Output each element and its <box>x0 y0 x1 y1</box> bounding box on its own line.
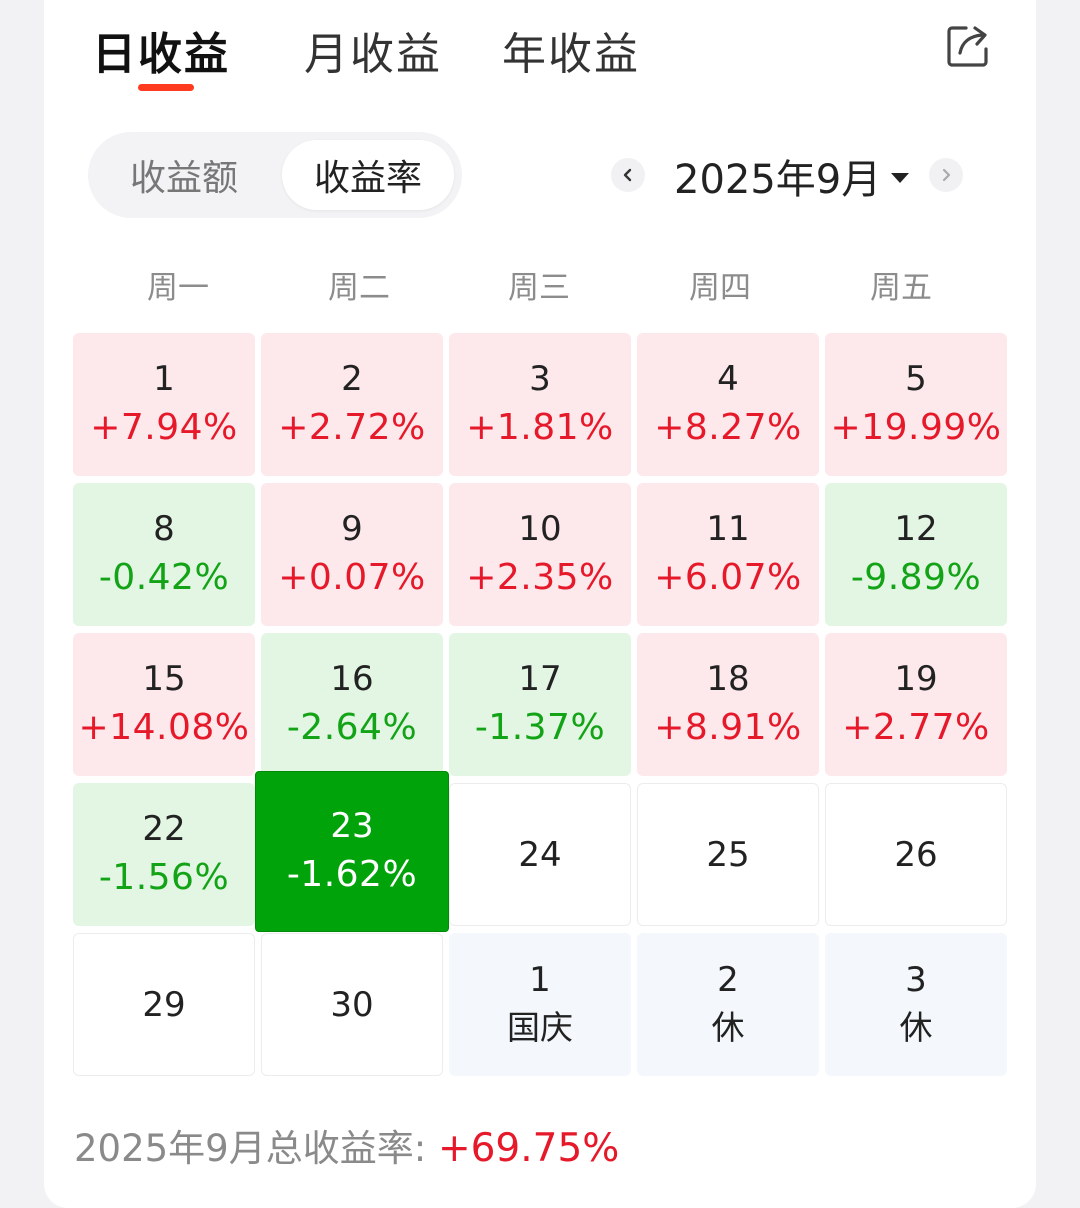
calendar-day[interactable]: 11 +6.07% <box>637 483 819 626</box>
day-number: 15 <box>142 658 186 699</box>
calendar-day[interactable]: 16 -2.64% <box>261 633 443 776</box>
calendar-day[interactable]: 25 <box>637 783 819 926</box>
daily-return: +6.07% <box>654 556 802 598</box>
calendar-day[interactable]: 24 <box>449 783 631 926</box>
caret-down-icon <box>891 173 910 183</box>
day-number: 1 <box>153 358 175 399</box>
daily-return: +1.81% <box>466 406 614 448</box>
day-number: 12 <box>894 508 938 549</box>
holiday-label: 国庆 <box>507 1007 573 1047</box>
calendar-day[interactable]: 8 -0.42% <box>73 483 255 626</box>
calendar-day[interactable]: 19 +2.77% <box>825 633 1007 776</box>
toggle-rate[interactable]: 收益率 <box>282 140 454 210</box>
calendar-day[interactable]: 4 +8.27% <box>637 333 819 476</box>
daily-return: -9.89% <box>850 556 982 598</box>
calendar-day[interactable]: 29 <box>73 933 255 1076</box>
calendar-day-selected[interactable]: 23 -1.62% <box>255 771 449 932</box>
weekday-mon: 周一 <box>147 270 209 306</box>
calendar-grid: 1 +7.94% 2 +2.72% 3 +1.81% 4 +8.27% 5 +19.99% 8 -0.… <box>73 333 1007 1076</box>
calendar-day[interactable]: 15 +14.08% <box>73 633 255 776</box>
day-number: 23 <box>330 805 374 846</box>
weekday-fri: 周五 <box>870 270 932 306</box>
day-number: 4 <box>717 358 739 399</box>
chevron-left-icon <box>623 168 632 182</box>
daily-return: +2.77% <box>842 706 990 748</box>
day-number: 22 <box>142 808 186 849</box>
tab-monthly-earnings[interactable]: 月收益 <box>304 29 442 80</box>
calendar-day[interactable]: 12 -9.89% <box>825 483 1007 626</box>
share-icon[interactable] <box>944 22 992 70</box>
day-number: 2 <box>717 959 739 1000</box>
calendar-day[interactable]: 5 +19.99% <box>825 333 1007 476</box>
daily-return: +8.91% <box>654 706 802 748</box>
day-number: 3 <box>529 358 551 399</box>
daily-return: -1.62% <box>286 853 418 895</box>
daily-return: +0.07% <box>278 556 426 598</box>
chevron-right-icon <box>942 168 951 182</box>
day-number: 17 <box>518 658 562 699</box>
holiday-label: 休 <box>899 1007 933 1047</box>
calendar-day[interactable]: 1 +7.94% <box>73 333 255 476</box>
day-number: 10 <box>518 508 562 549</box>
weekday-thu: 周四 <box>689 270 751 306</box>
summary-label: 2025年9月总收益率: <box>74 1127 438 1170</box>
monthly-total-summary: 2025年9月总收益率: +69.75% <box>74 1118 619 1172</box>
day-number: 19 <box>894 658 938 699</box>
daily-return: +7.94% <box>90 406 238 448</box>
day-number: 29 <box>142 984 186 1025</box>
day-number: 24 <box>518 834 562 875</box>
day-number: 3 <box>905 959 927 1000</box>
day-number: 25 <box>706 834 750 875</box>
day-number: 30 <box>330 984 374 1025</box>
day-number: 2 <box>341 358 363 399</box>
calendar-day[interactable]: 18 +8.91% <box>637 633 819 776</box>
tab-daily-earnings[interactable]: 日收益 <box>92 29 230 80</box>
calendar-day[interactable]: 22 -1.56% <box>73 783 255 926</box>
toggle-amount[interactable]: 收益额 <box>129 158 238 199</box>
month-selector[interactable]: 2025年9月 <box>674 148 910 204</box>
day-number: 11 <box>706 508 750 549</box>
calendar-day[interactable]: 17 -1.37% <box>449 633 631 776</box>
holiday-label: 休 <box>711 1007 745 1047</box>
day-number: 16 <box>330 658 374 699</box>
weekday-tue: 周二 <box>328 270 390 306</box>
day-number: 26 <box>894 834 938 875</box>
daily-return: +14.08% <box>78 706 250 748</box>
daily-return: -1.56% <box>98 856 230 898</box>
prev-month-button[interactable] <box>611 158 645 192</box>
daily-return: -1.37% <box>474 706 606 748</box>
active-tab-indicator <box>138 84 194 91</box>
calendar-day[interactable]: 9 +0.07% <box>261 483 443 626</box>
day-number: 5 <box>905 358 927 399</box>
calendar-day[interactable]: 26 <box>825 783 1007 926</box>
day-number: 8 <box>153 508 175 549</box>
next-month-button[interactable] <box>929 158 963 192</box>
daily-return: -2.64% <box>286 706 418 748</box>
calendar-day[interactable]: 1 国庆 <box>449 933 631 1076</box>
summary-total-rate: +69.75% <box>437 1126 620 1171</box>
day-number: 18 <box>706 658 750 699</box>
day-number: 9 <box>341 508 363 549</box>
weekday-wed: 周三 <box>508 270 570 306</box>
metric-toggle: 收益额 收益率 <box>88 132 462 218</box>
day-number: 1 <box>529 959 551 1000</box>
daily-return: +2.35% <box>466 556 614 598</box>
daily-return: +19.99% <box>830 406 1002 448</box>
calendar-day[interactable]: 30 <box>261 933 443 1076</box>
month-label: 2025年9月 <box>674 157 882 203</box>
tab-yearly-earnings[interactable]: 年收益 <box>502 29 640 80</box>
calendar-day[interactable]: 3 +1.81% <box>449 333 631 476</box>
calendar-day[interactable]: 10 +2.35% <box>449 483 631 626</box>
daily-return: +8.27% <box>654 406 802 448</box>
calendar-day[interactable]: 2 +2.72% <box>261 333 443 476</box>
daily-return: +2.72% <box>278 406 426 448</box>
daily-return: -0.42% <box>98 556 230 598</box>
